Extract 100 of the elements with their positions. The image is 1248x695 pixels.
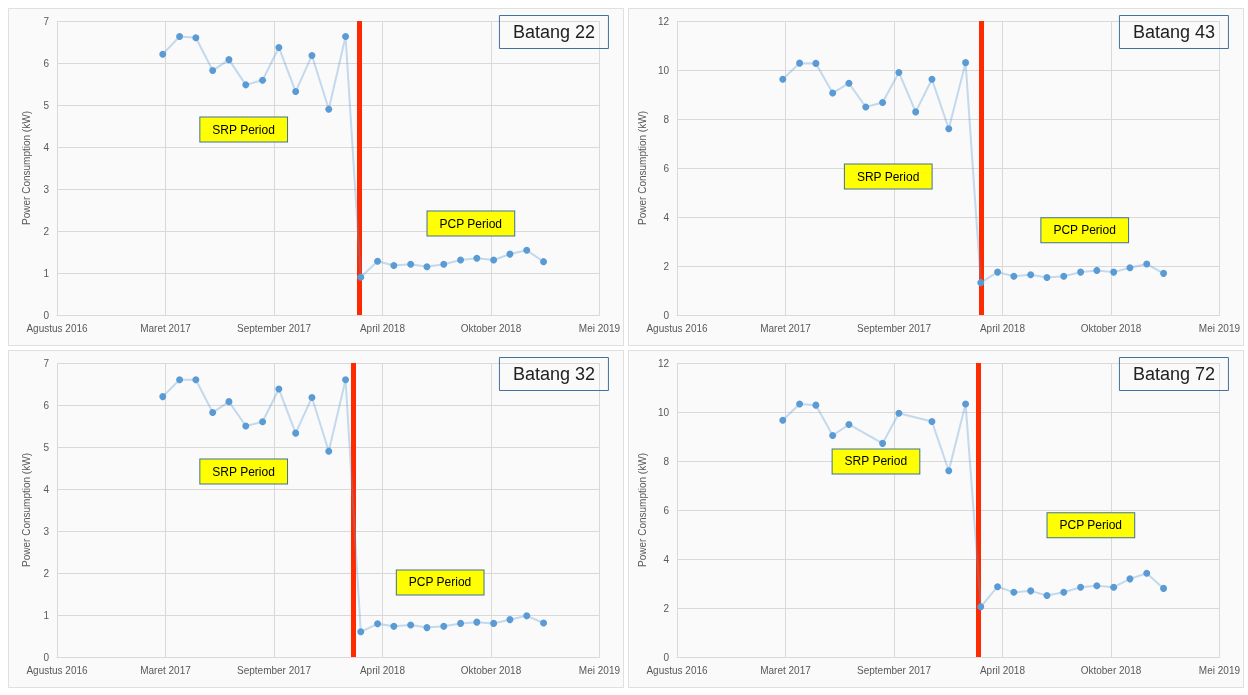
point xyxy=(1160,584,1168,592)
point xyxy=(779,416,787,424)
point xyxy=(829,432,837,440)
point xyxy=(962,59,970,67)
point xyxy=(275,43,283,51)
x-tick-label: April 2018 xyxy=(359,322,406,334)
point xyxy=(945,125,953,133)
point xyxy=(994,583,1002,591)
point xyxy=(928,418,936,426)
point xyxy=(308,51,316,59)
annotation: PCP Period xyxy=(408,575,472,590)
x-tick-label: Maret 2017 xyxy=(140,322,192,334)
point xyxy=(473,254,481,262)
x-tick-label: Agustus 2016 xyxy=(26,664,89,676)
point xyxy=(423,624,431,632)
y-tick-label: 6 xyxy=(43,399,50,411)
point xyxy=(879,439,887,447)
y-tick-label: 3 xyxy=(43,525,50,537)
point xyxy=(1126,264,1134,272)
y-tick-label: 1 xyxy=(43,267,50,279)
point xyxy=(1043,274,1051,282)
point xyxy=(779,75,787,83)
y-tick-label: 4 xyxy=(663,553,670,565)
point xyxy=(325,105,333,113)
y-axis-title: Power Consumption (kW) xyxy=(20,453,32,567)
point xyxy=(390,261,398,269)
x-tick-label: Agustus 2016 xyxy=(26,322,89,334)
y-axis-title: Power Consumption (kW) xyxy=(20,111,32,225)
x-tick-label: Oktober 2018 xyxy=(1080,322,1142,334)
point xyxy=(423,263,431,271)
point xyxy=(209,409,217,417)
point xyxy=(209,67,217,75)
point xyxy=(407,260,415,268)
point xyxy=(1160,269,1168,277)
point xyxy=(242,81,250,89)
point xyxy=(912,108,920,116)
y-tick-label: 5 xyxy=(43,99,50,111)
y-tick-label: 8 xyxy=(663,113,670,125)
point xyxy=(796,400,804,408)
y-tick-label: 3 xyxy=(43,183,50,195)
x-tick-label: Oktober 2018 xyxy=(1080,664,1142,676)
x-tick-label: April 2018 xyxy=(979,322,1026,334)
point xyxy=(176,33,184,41)
point xyxy=(357,273,365,281)
point xyxy=(1143,569,1151,577)
annotation: SRP Period xyxy=(856,169,920,184)
point xyxy=(523,246,531,254)
point xyxy=(374,257,382,265)
point xyxy=(796,59,804,67)
x-tick-label: September 2017 xyxy=(857,664,932,676)
annotation: PCP Period xyxy=(439,216,502,231)
x-tick-label: Mei 2019 xyxy=(578,664,621,676)
point xyxy=(1077,268,1085,276)
point xyxy=(962,400,970,408)
y-tick-label: 2 xyxy=(663,602,670,614)
y-tick-label: 5 xyxy=(43,441,50,453)
point xyxy=(977,603,985,611)
x-tick-label: Mei 2019 xyxy=(1198,322,1241,334)
point xyxy=(506,616,514,624)
point xyxy=(540,258,548,266)
point xyxy=(390,622,398,630)
chart-title: Batang 22 xyxy=(512,22,596,42)
point xyxy=(977,279,985,287)
point xyxy=(928,75,936,83)
point xyxy=(242,422,250,430)
point xyxy=(523,612,531,620)
x-tick-label: Maret 2017 xyxy=(760,322,812,334)
point xyxy=(1093,582,1101,590)
point xyxy=(879,99,887,107)
y-tick-label: 6 xyxy=(663,504,670,516)
x-tick-label: Maret 2017 xyxy=(760,664,812,676)
point xyxy=(292,429,300,437)
point xyxy=(374,620,382,628)
y-tick-label: 12 xyxy=(657,15,670,27)
point xyxy=(1077,583,1085,591)
point xyxy=(292,88,300,96)
point xyxy=(225,398,233,406)
x-tick-label: Agustus 2016 xyxy=(646,664,709,676)
point xyxy=(1010,272,1018,280)
x-tick-label: Maret 2017 xyxy=(140,664,192,676)
annotation: SRP Period xyxy=(844,454,908,469)
x-tick-label: Oktober 2018 xyxy=(460,322,522,334)
y-axis-title: Power Consumption (kW) xyxy=(636,453,648,567)
point xyxy=(1060,588,1068,596)
point xyxy=(829,89,837,97)
point xyxy=(159,393,167,401)
chart-title: Batang 72 xyxy=(1132,364,1216,384)
y-tick-label: 0 xyxy=(43,309,50,321)
point xyxy=(1060,272,1068,280)
point xyxy=(325,447,333,455)
point xyxy=(1143,260,1151,268)
point xyxy=(1093,266,1101,274)
y-tick-label: 0 xyxy=(663,309,670,321)
y-tick-label: 2 xyxy=(43,567,50,579)
point xyxy=(1110,268,1118,276)
annotation: SRP Period xyxy=(212,464,275,479)
point xyxy=(1010,588,1018,596)
point xyxy=(540,619,548,627)
chart-title: Batang 32 xyxy=(512,364,596,384)
point xyxy=(342,33,350,41)
